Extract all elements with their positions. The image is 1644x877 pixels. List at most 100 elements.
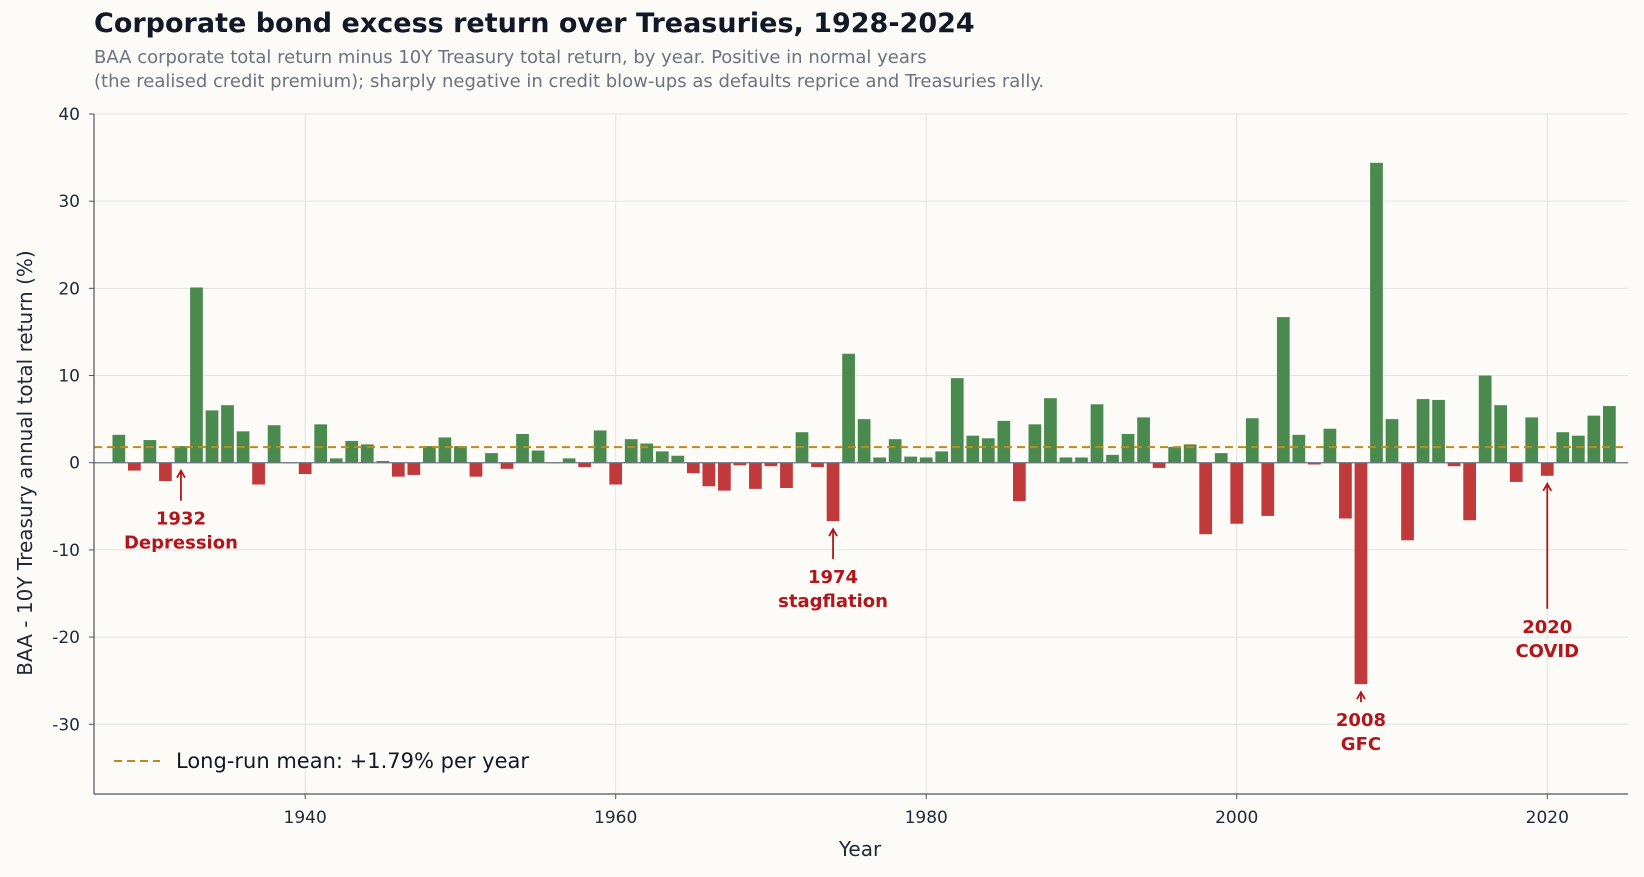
annotation-event-label: GFC	[1341, 734, 1381, 755]
bar-1968	[733, 462, 747, 466]
annotation-year-label: 2020	[1522, 617, 1572, 638]
x-tick-label: 2020	[1526, 808, 1569, 828]
bar-2000	[1230, 462, 1244, 524]
bar-1988	[1044, 398, 1057, 463]
bar-1978	[888, 439, 902, 463]
bar-1964	[671, 455, 685, 463]
bar-2002	[1261, 462, 1275, 516]
bar-1953	[500, 462, 514, 469]
bar-2004	[1292, 434, 1306, 463]
bar-1944	[360, 444, 374, 463]
bar-1987	[1028, 424, 1042, 463]
x-tick-label: 1980	[905, 808, 948, 828]
annotation-2020: 2020 COVID	[1515, 481, 1579, 662]
y-tick-label: 10	[58, 367, 80, 387]
bar-1948	[423, 446, 436, 463]
bar-1945	[376, 460, 390, 463]
bar-2018	[1509, 462, 1523, 482]
chart-subtitle: BAA corporate total return minus 10Y Tre…	[94, 46, 1044, 94]
bar-1993	[1121, 433, 1135, 463]
annotations: 1932 Depression 1974 stagflation 2008 GFC 2020…	[124, 468, 1579, 755]
bar-1941	[314, 424, 328, 463]
legend: Long-run mean: +1.79% per year	[114, 749, 529, 773]
x-tick-label: 1960	[594, 808, 637, 828]
x-tick-label: 1940	[284, 808, 327, 828]
bar-1950	[454, 446, 467, 463]
bar-1963	[655, 451, 669, 463]
annotation-year-label: 1974	[808, 567, 858, 588]
bar-1946	[391, 462, 405, 477]
annotation-arrowhead	[176, 468, 186, 479]
annotation-year-label: 2008	[1336, 710, 1386, 731]
annotation-arrowhead	[1356, 690, 1366, 700]
bar-1980	[919, 457, 933, 463]
bar-1994	[1137, 417, 1150, 463]
x-tick-label: 2000	[1215, 808, 1258, 828]
bar-1990	[1075, 457, 1088, 463]
y-tick-label: 30	[58, 192, 80, 212]
bar-1999	[1214, 453, 1228, 463]
bar-1957	[562, 458, 576, 463]
annotation-event-label: COVID	[1515, 641, 1579, 662]
annotation-arrowhead	[1542, 481, 1553, 492]
bar-2007	[1339, 462, 1352, 519]
y-tick-label: 0	[69, 454, 80, 474]
bar-2005	[1308, 462, 1321, 465]
y-axis-label: BAA - 10Y Treasury annual total return (…	[13, 250, 37, 675]
bar-2014	[1447, 462, 1461, 467]
bar-2011	[1401, 462, 1414, 541]
bar-1938	[267, 425, 281, 463]
annotation-arrowhead	[828, 527, 838, 537]
bar-1931	[159, 462, 172, 482]
bar-2003	[1276, 317, 1290, 463]
bar-1952	[485, 453, 498, 463]
bar-1986	[1013, 462, 1026, 502]
bar-1983	[966, 435, 980, 463]
bar-1966	[702, 462, 716, 487]
chart-title: Corporate bond excess return over Treasu…	[94, 8, 975, 39]
axes	[93, 114, 1628, 795]
bar-2009	[1370, 162, 1383, 463]
bar-1989	[1059, 457, 1073, 463]
y-tick-label: -20	[52, 628, 80, 648]
bar-1985	[997, 420, 1011, 463]
bar-1992	[1106, 454, 1119, 463]
bar-1929	[128, 462, 141, 471]
bars	[112, 162, 1616, 685]
bar-1962	[640, 443, 654, 463]
subtitle-line-1: BAA corporate total return minus 10Y Tre…	[94, 47, 927, 68]
bar-1997	[1183, 444, 1197, 463]
bar-1969	[749, 462, 762, 489]
bar-1954	[516, 433, 529, 463]
y-tick-label: -10	[52, 541, 80, 561]
bar-1933	[190, 287, 203, 463]
bar-2016	[1478, 375, 1492, 463]
bar-1998	[1199, 462, 1213, 535]
legend-mean-label: Long-run mean: +1.79% per year	[176, 749, 529, 773]
bar-2019	[1525, 417, 1539, 463]
bar-2017	[1494, 405, 1508, 463]
bar-1934	[205, 410, 219, 463]
bar-1977	[873, 457, 886, 463]
bar-1928	[112, 434, 126, 463]
bar-2008	[1354, 462, 1368, 685]
bar-1975	[842, 353, 855, 463]
bar-2010	[1385, 419, 1399, 463]
bar-2015	[1463, 462, 1476, 521]
bar-1982	[950, 378, 964, 463]
bar-1937	[252, 462, 265, 485]
bar-1949	[438, 437, 452, 463]
y-tick-label: -30	[52, 715, 80, 735]
bar-1991	[1090, 404, 1104, 463]
bar-2012	[1416, 399, 1430, 463]
annotation-event-label: stagflation	[778, 591, 888, 612]
bar-1967	[718, 462, 731, 491]
bar-1935	[221, 405, 234, 463]
bar-1970	[764, 462, 778, 467]
bar-2001	[1245, 418, 1259, 463]
bar-2024	[1603, 406, 1616, 463]
bar-1976	[857, 419, 871, 463]
bar-2021	[1556, 432, 1570, 463]
bar-1951	[469, 462, 483, 477]
bar-2020	[1540, 462, 1554, 476]
